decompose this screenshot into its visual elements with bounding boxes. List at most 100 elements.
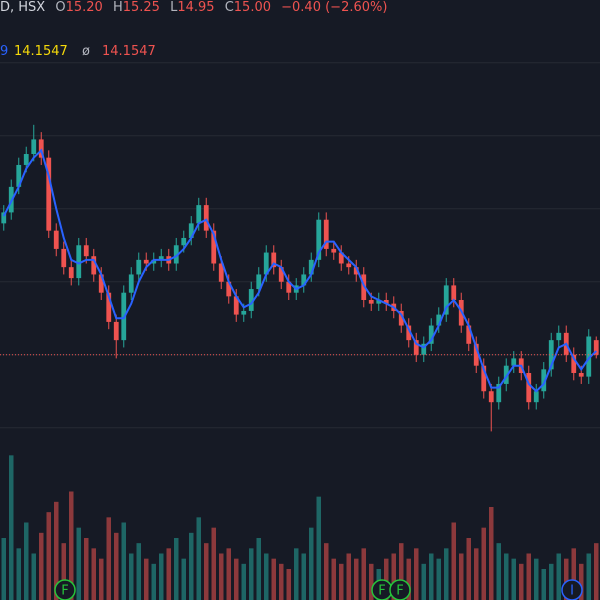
volume-bar: [249, 548, 254, 600]
candle-body: [113, 321, 119, 341]
event-marker[interactable]: I: [561, 579, 583, 600]
candle-body: [226, 281, 232, 297]
event-label: I: [570, 584, 574, 599]
volume-bar: [399, 543, 404, 600]
candle-body: [91, 256, 97, 275]
candle-body: [338, 252, 344, 264]
event-marker[interactable]: F: [389, 579, 411, 600]
symbol: D, HSX: [0, 0, 45, 15]
candle-body: [158, 256, 164, 260]
candle-body: [413, 340, 419, 355]
volume-bar: [129, 553, 134, 600]
close-value: 15.00: [234, 0, 271, 15]
volume-bar: [9, 455, 14, 600]
candle-body: [383, 300, 389, 304]
volume-bar: [361, 548, 366, 600]
candle-body: [511, 358, 517, 366]
volume-bar: [316, 496, 321, 600]
volume-bar: [309, 527, 314, 600]
volume-bar: [489, 507, 494, 600]
volume-bar: [226, 548, 231, 600]
volume-bar: [429, 553, 434, 600]
candle-body: [346, 263, 352, 268]
volume-bar: [219, 553, 224, 600]
event-marker[interactable]: F: [371, 579, 393, 600]
volume-bar: [181, 558, 186, 600]
candle-body: [61, 248, 67, 268]
indicator-cut: 9: [0, 44, 8, 59]
volume-bar: [46, 512, 51, 600]
candle-body: [548, 340, 554, 370]
candle-body: [361, 274, 367, 300]
candle-body: [481, 365, 487, 392]
volume-bar: [279, 563, 284, 600]
candle-body: [128, 274, 134, 293]
volume-bar: [69, 491, 74, 600]
candle-body: [241, 310, 247, 315]
volume-bar: [54, 501, 59, 600]
candle-body: [533, 391, 539, 403]
event-label: F: [61, 584, 68, 599]
candle-body: [278, 267, 284, 282]
open-label: O: [55, 0, 65, 15]
event-label: F: [378, 584, 385, 599]
volume-bar: [481, 527, 486, 600]
volume-bar: [436, 558, 441, 600]
candle-body: [203, 205, 209, 231]
candle-body: [443, 285, 449, 315]
candle-body: [353, 267, 359, 275]
candle-body: [376, 300, 382, 304]
event-marker[interactable]: F: [54, 579, 76, 600]
candle-body: [256, 274, 262, 290]
volume-bar: [234, 558, 239, 600]
volume-bar: [151, 563, 156, 600]
candle-body: [46, 157, 52, 231]
candle-body: [1, 212, 7, 224]
indicator-symbol: ø: [82, 44, 90, 59]
volume-bar: [444, 548, 449, 600]
candle-body: [316, 219, 322, 260]
candle-body: [473, 343, 479, 366]
volume-bar: [189, 532, 194, 600]
volume-bar: [354, 558, 359, 600]
candle-body: [181, 237, 187, 246]
candle-body: [556, 332, 562, 341]
candle-body: [83, 245, 89, 257]
volume-bar: [459, 553, 464, 600]
volume-bar: [39, 532, 44, 600]
volume-bar: [369, 563, 374, 600]
close-label: C: [225, 0, 234, 15]
low-value: 14.95: [177, 0, 214, 15]
candle-body: [503, 365, 509, 384]
indicator-value-2: 14.1547: [102, 44, 156, 59]
volume-bar: [174, 538, 179, 600]
volume-bar: [256, 538, 261, 600]
candle-body: [593, 340, 599, 355]
volume-bar: [1, 538, 6, 600]
candle-body: [286, 281, 292, 293]
candle-body: [16, 164, 22, 187]
volume-bar: [114, 532, 119, 600]
volume-bar: [331, 558, 336, 600]
candle-body: [488, 391, 494, 403]
candle-body: [466, 325, 472, 344]
volume-bar: [136, 543, 141, 600]
volume-bar: [391, 553, 396, 600]
open-value: 15.20: [66, 0, 103, 15]
volume-bar: [301, 553, 306, 600]
candle-body: [23, 154, 29, 165]
volume-bar: [496, 543, 501, 600]
candle-body: [263, 252, 269, 275]
candle-body: [53, 230, 59, 249]
volume-bar: [594, 543, 599, 600]
volume-bar: [121, 522, 126, 600]
volume-bar: [76, 527, 81, 600]
candle-body: [526, 372, 532, 403]
volume-bar: [534, 558, 539, 600]
candle-body: [143, 259, 149, 264]
volume-bar: [166, 548, 171, 600]
candle-body: [188, 223, 194, 238]
